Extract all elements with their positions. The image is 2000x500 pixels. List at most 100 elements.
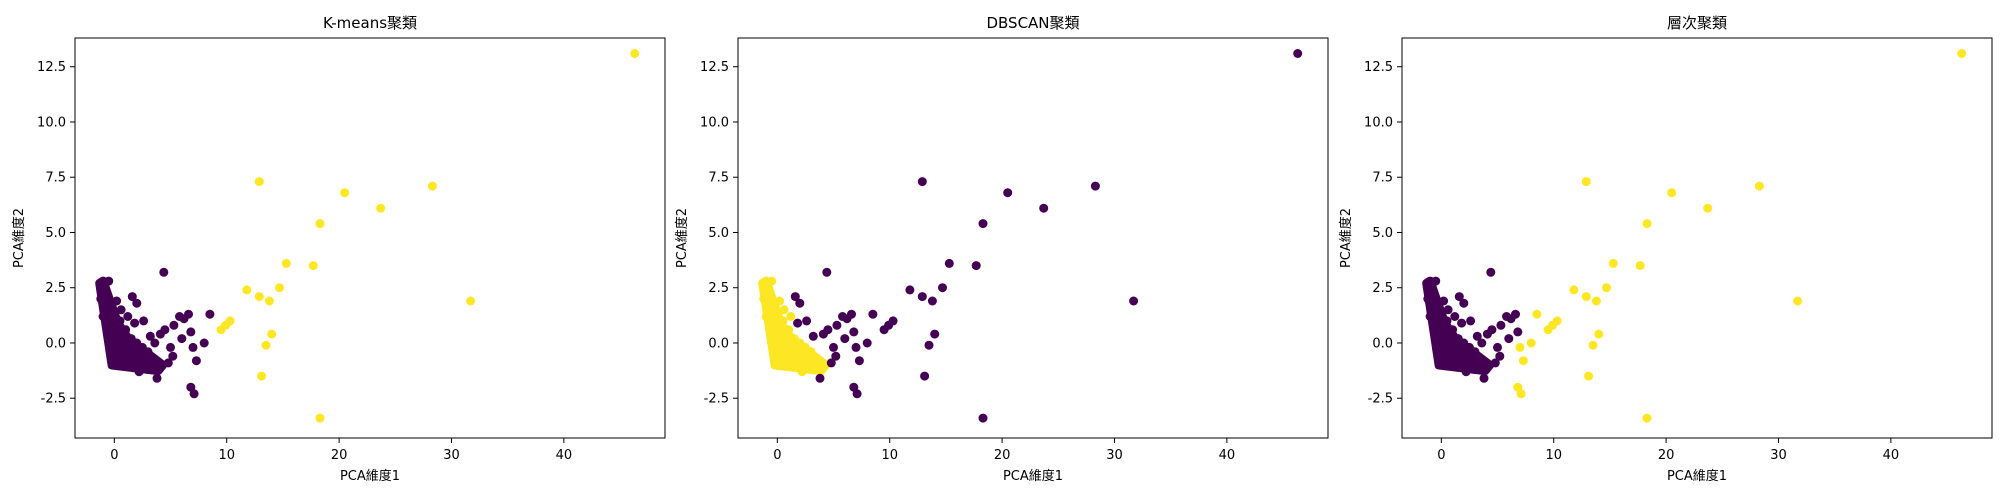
scatter-point — [154, 360, 164, 370]
x-tick-label: 10 — [881, 448, 898, 463]
scatter-point — [1003, 188, 1013, 198]
scatter-point — [802, 316, 812, 326]
scatter-point — [315, 413, 325, 423]
scatter-point — [832, 320, 842, 330]
x-tick-label: 0 — [110, 448, 118, 463]
y-tick-label: 12.5 — [700, 60, 729, 75]
scatter-point — [102, 318, 111, 328]
scatter-point — [763, 287, 773, 297]
scatter-point — [1635, 261, 1645, 271]
scatter-point — [784, 349, 794, 359]
scatter-point — [778, 316, 788, 326]
scatter-point — [1443, 305, 1453, 315]
plot-frame — [1401, 37, 1993, 439]
scatter-point — [145, 331, 155, 341]
scatter-point — [427, 181, 437, 191]
scatter-point — [776, 331, 786, 341]
scatter-point — [169, 320, 179, 330]
scatter-point — [1445, 338, 1455, 348]
scatter-point — [978, 219, 988, 229]
scatter-point — [191, 356, 201, 366]
scatter-point — [123, 312, 133, 321]
scatter-point — [1602, 283, 1611, 293]
scatter-point — [1515, 342, 1525, 352]
scatter-point — [1472, 331, 1482, 341]
y-tick-label: 7.5 — [1372, 171, 1393, 186]
scatter-point — [115, 316, 125, 326]
scatter-point — [1793, 296, 1803, 306]
scatter-point — [978, 413, 988, 423]
x-tick-label: 20 — [1658, 448, 1675, 463]
scatter-point — [100, 287, 110, 297]
scatter-point — [466, 296, 476, 306]
x-tick-label: 20 — [331, 448, 348, 463]
x-axis-label: PCA維度1 — [340, 468, 400, 484]
scatter-point — [105, 345, 115, 355]
scatter-point — [1479, 373, 1489, 383]
scatter-point — [308, 261, 318, 271]
scatter-point — [1511, 309, 1520, 319]
y-tick-label: 5.0 — [708, 226, 729, 241]
x-tick-label: 30 — [1770, 448, 1787, 463]
scatter-point — [143, 347, 153, 357]
scatter-point — [762, 303, 772, 313]
scatter-point — [1518, 356, 1528, 366]
points-layer — [1423, 49, 1967, 423]
x-tick-label: 40 — [1883, 448, 1900, 463]
x-tick-label: 10 — [218, 448, 235, 463]
hierarchical-panel: 0 10 20 30 40 -2.5 0.0 2.5 5.0 7.5 10.0 12.5 層次聚類 P… — [1338, 14, 1993, 484]
scatter-point — [166, 342, 175, 352]
scatter-point — [938, 283, 947, 293]
scatter-point — [1430, 327, 1440, 337]
scatter-point — [1448, 325, 1458, 335]
scatter-point — [1584, 371, 1594, 381]
scatter-point — [1495, 351, 1505, 361]
scatter-point — [808, 331, 818, 341]
scatter-point — [826, 358, 836, 368]
scatter-point — [1466, 316, 1476, 326]
kmeans-panel: 0 10 20 30 40 -2.5 0.0 2.5 5.0 7.5 10.0 12.5 K-mean… — [11, 14, 666, 484]
scatter-point — [113, 331, 123, 341]
scatter-point — [1490, 358, 1500, 368]
scatter-point — [854, 356, 864, 366]
scatter-point — [1754, 181, 1764, 191]
scatter-point — [766, 327, 776, 337]
scatter-point — [1569, 285, 1579, 295]
scatter-point — [281, 258, 291, 268]
scatter-point — [1440, 331, 1450, 341]
scatter-point — [840, 334, 850, 344]
scatter-point — [1513, 327, 1523, 337]
scatter-point — [765, 318, 774, 328]
x-axis-label: PCA維度1 — [1667, 468, 1727, 484]
y-tick-label: 10.0 — [700, 115, 729, 130]
scatter-point — [1429, 318, 1438, 328]
scatter-point — [917, 292, 927, 302]
scatter-point — [189, 389, 199, 399]
y-tick-label: 2.5 — [1372, 281, 1393, 296]
scatter-point — [1468, 356, 1478, 366]
scatter-point — [1426, 303, 1436, 313]
y-tick-label: -2.5 — [704, 392, 729, 407]
scatter-point — [116, 305, 126, 315]
scatter-point — [177, 334, 187, 344]
x-tick-label: 20 — [994, 448, 1011, 463]
scatter-point — [1581, 292, 1591, 302]
scatter-point — [862, 338, 872, 348]
chart-title: K-means聚類 — [323, 14, 417, 32]
scatter-point — [812, 362, 822, 372]
y-tick-label: 7.5 — [45, 171, 66, 186]
scatter-point — [199, 338, 209, 348]
scatter-point — [944, 258, 954, 268]
scatter-point — [1552, 316, 1562, 326]
x-tick-label: 30 — [1106, 448, 1123, 463]
scatter-point — [767, 336, 777, 346]
scatter-point — [159, 267, 169, 277]
scatter-point — [1129, 296, 1139, 306]
scatter-point — [1516, 389, 1526, 399]
scatter-point — [1431, 336, 1441, 346]
scatter-point — [917, 177, 927, 187]
y-tick-label: 12.5 — [1364, 60, 1393, 75]
scatter-point — [1457, 318, 1467, 328]
scatter-point — [831, 351, 841, 361]
scatter-point — [1459, 298, 1469, 308]
